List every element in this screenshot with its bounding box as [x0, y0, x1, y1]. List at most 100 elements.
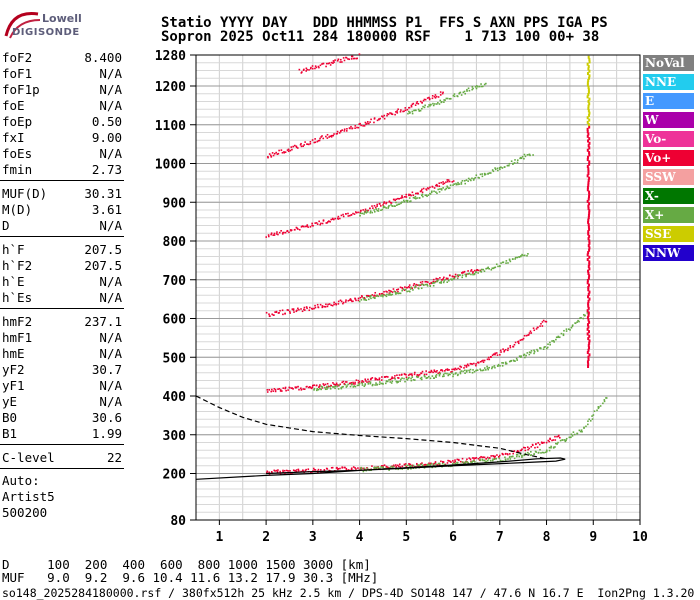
trace-point [331, 466, 334, 469]
trace-point [357, 379, 360, 382]
trace-point [311, 139, 314, 141]
trace-point [328, 136, 330, 138]
trace-point [526, 254, 528, 257]
param-separator [0, 444, 124, 445]
trace-point [481, 175, 484, 178]
trace-point [277, 388, 279, 391]
param-row-clevel: C-level 22 [2, 450, 122, 466]
param-row-hf2: h`F2 207.5 [2, 258, 122, 274]
trace-point [370, 118, 372, 121]
trace-point [401, 468, 404, 470]
trace-point [385, 465, 388, 468]
trace-point [513, 343, 516, 346]
trace-point [514, 360, 516, 362]
trace-point [453, 368, 455, 371]
trace-point [368, 298, 370, 301]
trace-point [456, 95, 459, 98]
trace-point [364, 384, 366, 386]
trace-point [567, 328, 570, 330]
param-row-fmin: fmin 2.73 [2, 162, 122, 178]
trace-point [362, 209, 364, 211]
trace-point [580, 429, 583, 431]
trace-point [401, 196, 404, 199]
trace-point [285, 469, 288, 472]
trace-point [462, 370, 464, 373]
edge-point [587, 67, 590, 71]
trace-point [404, 380, 406, 383]
trace-point [315, 389, 318, 392]
trace-point [294, 228, 296, 231]
trace-point [352, 386, 355, 388]
param-separator [0, 180, 124, 181]
trace-point [274, 390, 277, 393]
edge-point [587, 206, 590, 210]
trace-point [521, 456, 523, 458]
x-tick-label: 4 [356, 530, 364, 545]
trace-point [477, 85, 479, 88]
trace-point [327, 62, 330, 65]
trace-point [396, 292, 398, 294]
trace-point [492, 353, 495, 356]
trace-point [349, 127, 351, 130]
y-tick-label: 900 [163, 196, 187, 211]
trace-point [410, 286, 412, 289]
trace-point [418, 373, 421, 376]
trace-point [426, 97, 429, 99]
trace-point [415, 192, 417, 195]
trace-point [424, 104, 426, 107]
trace-point [411, 112, 414, 115]
trace-point [421, 107, 423, 110]
trace-point [320, 385, 323, 388]
trace-point [416, 197, 418, 199]
trace-point [371, 384, 374, 387]
trace-point [395, 111, 397, 113]
trace-point [431, 190, 433, 193]
param-name: fmin [2, 162, 33, 177]
trace-point [305, 70, 308, 72]
trace-point [437, 101, 439, 104]
trace-point [331, 304, 334, 307]
trace-point [591, 418, 594, 420]
trace-point [374, 378, 377, 381]
trace-point [524, 155, 527, 158]
edge-point [587, 123, 590, 127]
trace-point [397, 197, 399, 200]
trace-point [464, 460, 467, 463]
trace-point [537, 442, 539, 444]
trace-point [424, 280, 427, 283]
trace-point [282, 471, 284, 473]
trace-point [473, 459, 475, 461]
trace-point [490, 268, 493, 271]
trace-point [570, 326, 573, 329]
trace-point [374, 466, 377, 469]
edge-point [588, 255, 591, 259]
edge-point [587, 283, 590, 287]
trace-point [380, 205, 382, 207]
trace-point [515, 455, 518, 458]
trace-point [373, 294, 376, 297]
trace-point [283, 151, 285, 153]
trace-point [461, 276, 464, 279]
trace-point [545, 450, 548, 453]
trace-point [341, 386, 343, 388]
param-value: N/A [99, 346, 122, 361]
trace-point [302, 69, 305, 71]
trace-point [412, 196, 415, 199]
trace-point [298, 228, 301, 231]
trace-point [446, 369, 449, 371]
trace-point [270, 156, 273, 158]
trace-point [352, 57, 355, 60]
trace-point [279, 470, 281, 473]
y-tick-label: 400 [163, 390, 187, 405]
trace-point [420, 283, 423, 286]
trace-point [464, 182, 467, 185]
trace-point [399, 110, 402, 113]
trace-point [497, 363, 500, 366]
trace-point [603, 399, 606, 401]
trace-point [366, 295, 368, 298]
trace-point [367, 294, 369, 297]
trace-point [503, 166, 506, 168]
trace-point [352, 212, 354, 215]
edge-point [586, 360, 589, 364]
trace-point [267, 235, 270, 238]
